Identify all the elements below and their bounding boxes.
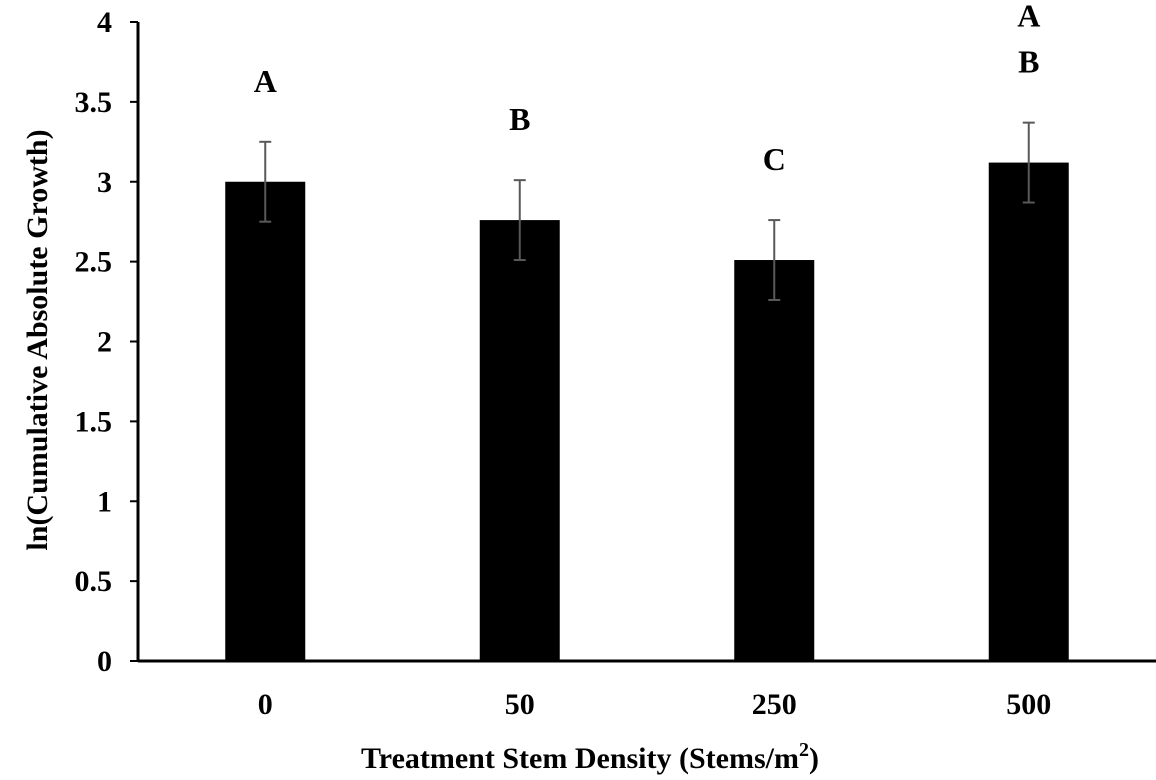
x-tick-label-250: 250: [752, 688, 797, 721]
significance-label-50: B: [509, 101, 530, 137]
error-bar-500: [1022, 121, 1035, 204]
y-axis-title: ln(Cumulative Absolute Growth): [21, 129, 54, 550]
y-tick-label: 4: [97, 6, 112, 39]
significance-label-500: A: [1017, 0, 1040, 34]
error-bar-50: [513, 179, 526, 262]
x-axis-title: Treatment Stem Density (Stems/m2): [361, 739, 819, 775]
x-axis-title-suffix: ): [809, 742, 819, 775]
significance-label-250: C: [763, 141, 786, 177]
bar-50: [479, 220, 560, 661]
y-tick-label: 1.5: [75, 405, 113, 438]
error-bars: [259, 121, 1035, 301]
x-axis-categories: 0 50 250 500: [258, 688, 1052, 721]
x-tick-label-50: 50: [505, 688, 535, 721]
bar-0: [225, 181, 306, 661]
x-tick-label-0: 0: [258, 688, 273, 721]
bar-250: [734, 260, 815, 661]
y-axis-ticks: 0 0.5 1 1.5 2 2.5 3 3.5 4: [75, 6, 138, 678]
x-axis-title-main: Treatment Stem Density (Stems/m: [361, 742, 799, 775]
y-tick-label: 1: [97, 485, 112, 518]
significance-label-0: A: [254, 63, 277, 99]
bar-500: [988, 162, 1069, 661]
y-tick-label: 3: [97, 166, 112, 199]
y-tick-label: 0: [97, 645, 112, 678]
y-tick-label: 2.5: [75, 246, 113, 279]
y-tick-label: 3.5: [75, 86, 113, 119]
y-tick-label: 2: [97, 326, 112, 359]
y-tick-label: 0.5: [75, 565, 113, 598]
x-tick-label-500: 500: [1006, 688, 1051, 721]
bars: [225, 162, 1069, 661]
significance-label-500: B: [1018, 44, 1039, 80]
error-bar-0: [259, 140, 272, 223]
x-axis-title-superscript: 2: [799, 739, 809, 761]
error-bar-250: [768, 219, 781, 301]
